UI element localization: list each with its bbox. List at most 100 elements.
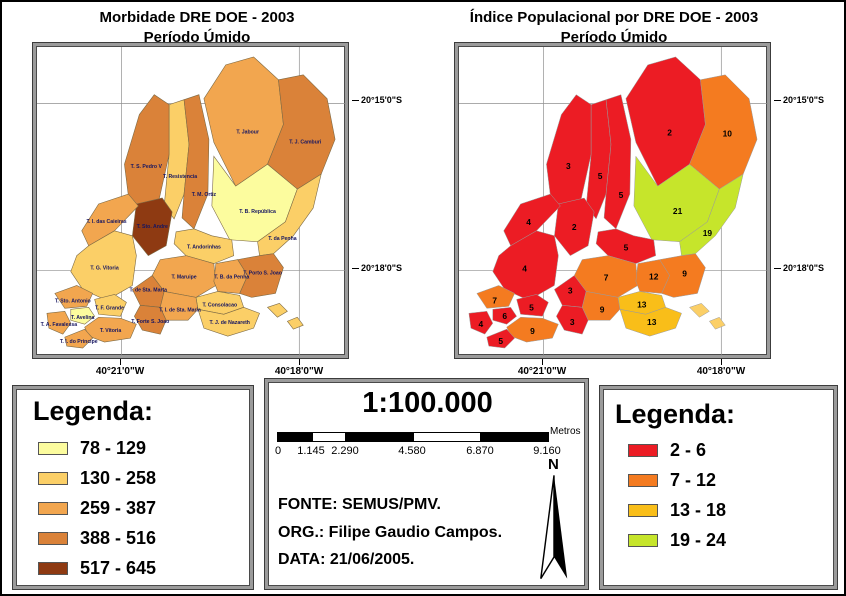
morbidity-legend-title: Legenda: [33,396,154,426]
right-map-lat-bottom: 20°18'0"S [774,263,824,273]
region-label: T. G. Vitoria [90,266,118,272]
region-number: 12 [649,271,659,281]
region-label: T. Vitoria [100,328,122,334]
scale-bar-segment [278,433,312,441]
region-number: 2 [667,127,672,137]
region-number: 6 [502,311,507,321]
morbidity-legend-items: 78 - 129 130 - 258 259 - 387 388 - 516 5… [38,438,156,588]
color-swatch [38,562,68,575]
region-number: 5 [598,171,603,181]
region-number: 9 [682,269,687,279]
region-label: T. J. de Nazareth [210,320,250,326]
region-label: T. Sto. Andre [137,224,168,230]
scale-tick: 1.145 [297,445,325,457]
region-label: T. I. do Principe [60,339,98,345]
region-label: T. Porto S. Joao [243,271,282,277]
region-number: 21 [673,206,683,216]
color-swatch [628,504,658,517]
right-map-title: Índice Populacional por DRE DOE - 2003 P… [444,8,784,47]
region-santo-antonio [54,285,94,309]
region-fonte-grande [516,294,549,317]
region-sao-pedro-v [546,94,592,215]
region-number: 4 [479,319,484,329]
region-label: T. B. República [239,209,276,215]
population-map-frame: 3 5 5 2 4 2 10 21 5 19 4 7 12 9 13 3 9 3… [454,42,771,359]
scale-bar-segment [311,433,346,441]
scale-tick: 0 [274,445,282,457]
legend-item-label: 19 - 24 [670,530,727,550]
region-label: T. I. das Caieiras [86,219,126,225]
region-fonte-grande [94,294,127,317]
legend-item-label: 78 - 129 [80,438,147,458]
color-swatch [38,502,68,515]
region-favalessa [468,311,494,335]
legend-item-label: 259 - 387 [80,498,157,518]
scale-tick: 2.290 [331,445,359,457]
scale-info-box: 1:100.000 Metros 0 1.145 2.290 4.580 6.8… [264,378,589,590]
morbidity-map-frame: T. S. Pedro V T. Resistencia T. M. Ortiz… [32,42,349,359]
legend-item: 2 - 6 [628,440,726,461]
left-map-lat-bottom: 20°18'0"S [352,263,402,273]
region-number: 4 [522,264,527,274]
region-number: 7 [604,272,609,282]
scale-ratio: 1:100.000 [362,387,493,419]
region-label: T. I. de Sta. Maria [159,307,201,313]
tick-mark [542,359,543,365]
region-number: 5 [619,190,624,200]
legend-item-label: 517 - 645 [80,558,157,578]
legend-item: 517 - 645 [38,558,156,579]
region-number: 13 [647,317,657,327]
region-label: T. S. Pedro V [131,164,163,170]
legend-item-label: 388 - 516 [80,528,157,548]
right-map-lon-right: 40°18'0"W [696,366,746,377]
population-legend-box: Legenda: 2 - 6 7 - 12 13 - 18 19 - 24 [599,385,838,590]
color-swatch [628,534,658,547]
region-number: 19 [703,228,713,238]
region-label: T. Jabour [236,129,259,135]
source-line: FONTE: SEMUS/PMV. [278,496,441,513]
region-label: T. B. da Penha [214,275,249,281]
legend-item: 78 - 129 [38,438,156,459]
region-avelina [492,307,517,325]
legend-item-label: 2 - 6 [670,440,707,460]
legend-item: 130 - 258 [38,468,156,489]
legend-item-label: 130 - 258 [80,468,157,488]
region-label: T. de Sta. Marta [130,287,168,293]
tick-mark [120,359,121,365]
left-map-lat-top: 20°15'0"S [352,95,402,105]
region-label: T. Avelina [71,315,95,321]
small-island [266,302,288,318]
region-label: T. A. Favalessa [41,322,78,328]
org-line: ORG.: Filipe Gaudio Campos. [278,524,503,541]
right-map-title-line2: Período Úmido [560,28,668,46]
region-andorinhas [595,228,656,264]
region-avelina [70,306,96,325]
right-map-lon-left: 40°21'0"W [517,366,567,377]
region-forte-sao-joao [134,305,167,335]
region-andorinhas [173,228,235,264]
region-number: 2 [572,222,577,232]
region-number: 4 [526,217,531,227]
region-ilha-do-principe [64,328,94,349]
date-line: DATA: 21/06/2005. [278,551,415,568]
morbidity-map: T. S. Pedro V T. Resistencia T. M. Ortiz… [37,47,346,356]
legend-item: 19 - 24 [628,530,726,551]
north-arrow-icon [540,475,568,579]
region-favalessa [46,310,72,335]
small-island [286,316,304,330]
scale-bar-segment [413,433,481,441]
legend-item: 259 - 387 [38,498,156,519]
region-sao-pedro-v [124,94,170,215]
region-label: T. F. Grande [95,305,124,311]
population-legend-title: Legenda: [615,399,736,429]
region-porto-sao-joao [659,253,706,298]
region-number: 3 [566,161,571,171]
legend-item-label: 13 - 18 [670,500,727,520]
region-label: T. Resistencia [163,174,197,180]
region-number: 9 [530,326,535,336]
scale-bar-segment [345,433,413,441]
region-label: T. Maruipe [171,275,196,281]
color-swatch [628,444,658,457]
population-map: 3 5 5 2 4 2 10 21 5 19 4 7 12 9 13 3 9 3… [459,47,768,356]
